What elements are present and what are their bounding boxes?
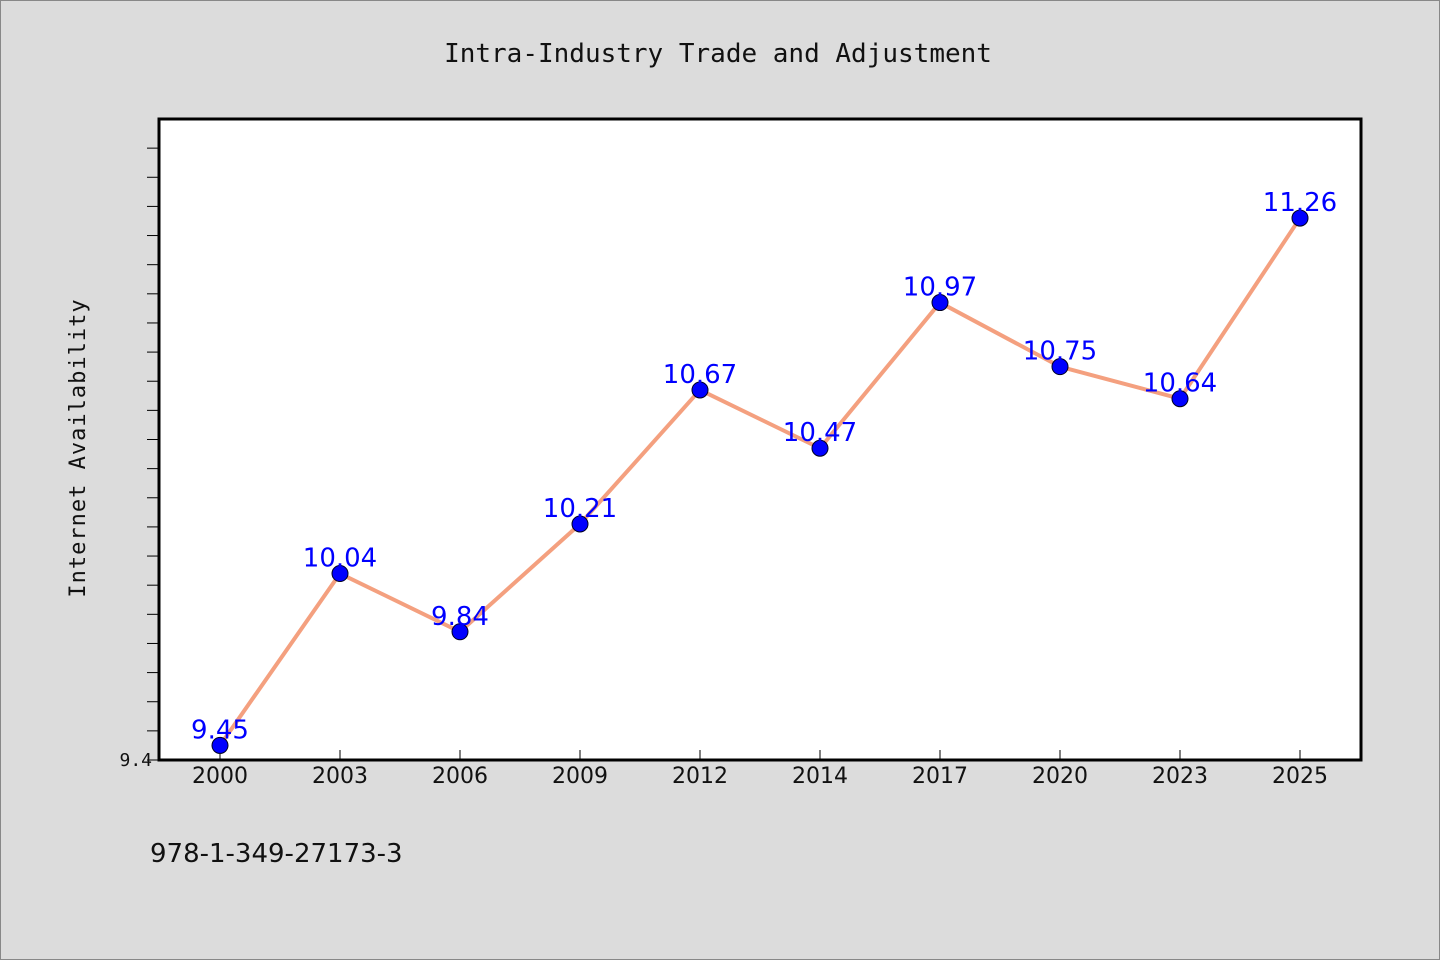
x-tick-label: 2000 xyxy=(192,764,248,789)
x-tick-label: 2017 xyxy=(912,764,968,789)
data-labels: 9.45 10.04 9.84 10.21 10.67 10.47 10.97 10.75 10… xyxy=(191,188,1337,745)
data-label-2000: 9.45 xyxy=(191,715,249,745)
x-tick-label: 2014 xyxy=(792,764,848,789)
data-point-2009 xyxy=(571,515,589,533)
plot-area xyxy=(157,117,1363,762)
x-tick-label: 2025 xyxy=(1272,764,1328,789)
isbn-footer: 978-1-349-27173-3 xyxy=(150,839,403,869)
x-tick-label: 2009 xyxy=(552,764,608,789)
data-label-2025: 11.26 xyxy=(1263,188,1337,218)
data-markers xyxy=(211,209,1309,754)
x-tick-label: 2020 xyxy=(1032,764,1088,789)
data-point-2023 xyxy=(1171,390,1189,408)
x-tick-label: 2006 xyxy=(432,764,488,789)
data-label-2009: 10.21 xyxy=(543,494,617,524)
x-tick-label: 2012 xyxy=(672,764,728,789)
data-point-2003 xyxy=(331,565,349,583)
x-tick-label: 2003 xyxy=(312,764,368,789)
data-label-2012: 10.67 xyxy=(663,360,737,390)
data-label-2017: 10.97 xyxy=(903,273,977,303)
data-label-2014: 10.47 xyxy=(783,418,857,448)
x-axis-ticks: 2000 2003 2006 2009 2012 2014 2017 2020 2023 2025 xyxy=(192,750,1328,789)
data-label-2023: 10.64 xyxy=(1143,369,1217,399)
x-tick-label: 2023 xyxy=(1152,764,1208,789)
y-axis-label: Internet Availability xyxy=(66,298,91,597)
chart-title: Intra-Industry Trade and Adjustment xyxy=(444,39,992,69)
data-label-2003: 10.04 xyxy=(303,544,377,574)
data-label-2006: 9.84 xyxy=(431,602,489,632)
data-point-2014 xyxy=(811,439,829,457)
data-point-2006 xyxy=(451,623,469,641)
series-line xyxy=(218,216,1302,747)
y-axis-ticks: 9.4 xyxy=(119,147,159,771)
data-point-2000 xyxy=(211,736,229,754)
data-point-2012 xyxy=(691,381,709,399)
y-tick-label: 9.4 xyxy=(119,750,152,771)
data-point-2020 xyxy=(1051,358,1069,376)
data-point-2017 xyxy=(931,294,949,312)
data-point-2025 xyxy=(1291,209,1309,227)
data-label-2020: 10.75 xyxy=(1023,337,1097,367)
